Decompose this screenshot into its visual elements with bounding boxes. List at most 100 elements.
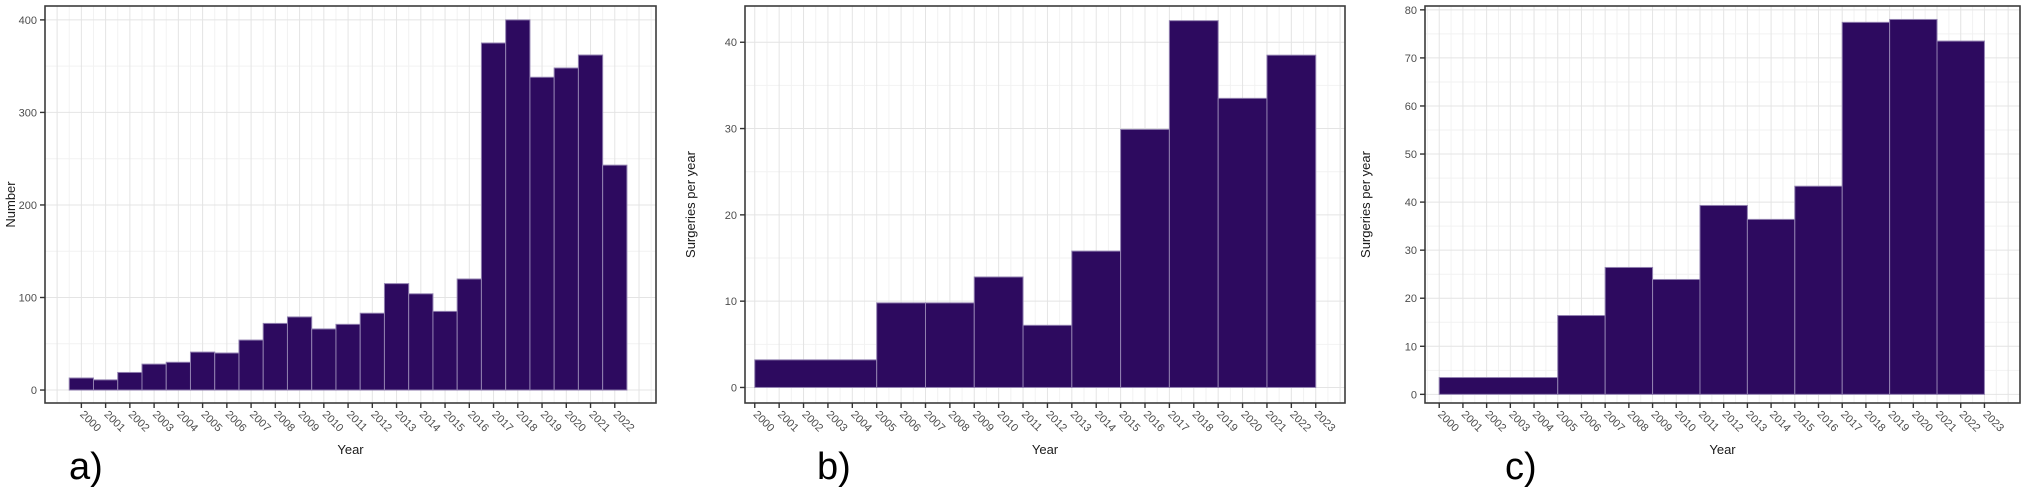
bar [973,276,1024,388]
x-tick-label: 2005 [1554,409,1580,435]
x-tick-label: 2001 [775,409,801,435]
axis-ticks [1420,9,1986,408]
x-tick-label: 2023 [1980,409,2006,435]
x-tick-label: 2022 [1287,409,1313,435]
y-tick-label: 30 [725,124,737,136]
x-tick-label: 2013 [1743,409,1769,435]
bar [262,322,288,391]
bar [1022,324,1073,388]
y-tick-label: 80 [1405,5,1417,17]
x-tick-label: 2019 [1214,409,1240,435]
bar [214,352,240,391]
x-tick-label: 2023 [1312,409,1338,435]
panel-letter-a: a) [69,446,103,488]
x-tick-label: 2008 [946,409,972,435]
bar [602,164,628,391]
x-tick-label: 2010 [995,409,1021,435]
x-tick-label: 2013 [392,409,418,435]
x-tick-label: 2004 [848,409,874,435]
x-tick-label: 2014 [1092,409,1118,435]
y-axis-title: Surgeries per year [683,150,698,258]
y-axis-title: Number [3,181,18,228]
x-tick-label: 2011 [1019,409,1044,434]
x-tick-label: 2012 [368,409,394,435]
bar [456,278,482,391]
y-tick-label: 200 [19,200,37,212]
bar [335,323,361,391]
bars [68,19,628,391]
bar [165,361,191,391]
x-tick-label: 2012 [1043,409,1069,435]
x-tick-label: 2014 [417,409,443,435]
x-tick-label: 2006 [1577,409,1603,435]
bar [1794,185,1843,395]
x-tick-label: 2017 [1165,409,1191,435]
chart-svg: 2000200120022003200420052006200720082009… [683,5,1346,457]
x-tick-label: 2009 [970,409,996,435]
chart-b-surface: 2000 2001 2002 2003 2004 2005 2006 2007 2008 2009… [680,0,1355,502]
x-tick-label: 2000 [1435,409,1461,435]
x-tick-label: 2016 [465,409,491,435]
x-tick-label: 2018 [1190,409,1216,435]
bar [1217,97,1268,388]
x-tick-label: 2010 [1672,409,1698,435]
bar [359,312,385,391]
bar [553,67,579,391]
y-axis-title: Surgeries per year [1358,150,1373,258]
bar [577,54,604,391]
bar [189,351,216,391]
y-tick-label: 0 [1411,389,1417,401]
x-tick-label: 2005 [873,409,899,435]
bar [92,379,119,391]
x-tick-label: 2018 [1862,409,1888,435]
x-tick-label: 2020 [1909,409,1935,435]
x-tick-label: 2002 [1483,409,1509,435]
bar [141,363,167,391]
bar [311,328,337,391]
y-tick-label: 10 [725,296,737,308]
y-tick-label: 70 [1405,53,1417,65]
x-tick-label: 2001 [101,409,127,435]
x-axis-title: Year [1032,442,1059,457]
bar [505,19,531,391]
y-tick-label: 100 [19,293,37,305]
x-tick-label: 2010 [320,409,346,435]
y-tick-label: 50 [1405,149,1417,161]
x-tick-label: 2007 [1601,409,1627,435]
chart-a-surface: 2000 2001 2002 2003 2004 2005 2006 2007 2008 2009… [0,0,680,502]
x-tick-label: 2021 [1933,409,1959,435]
bar [1168,20,1219,388]
bar [1889,18,1938,395]
x-tick-label: 2009 [295,409,321,435]
y-tick-label: 400 [19,15,37,27]
axis-ticks [740,41,1317,408]
x-tick-label: 2017 [1838,409,1864,435]
x-tick-label: 2002 [126,409,152,435]
x-tick-label: 2020 [1238,409,1264,435]
x-tick-label: 2005 [198,409,224,435]
bar [529,76,555,391]
bar [1120,128,1170,388]
x-tick-label: 2016 [1141,409,1167,435]
x-tick-label: 2004 [174,409,200,435]
x-tick-label: 2009 [1648,409,1674,435]
x-tick-label: 2003 [824,409,850,435]
bar [876,302,926,388]
panel-letter-c: c) [1505,446,1537,488]
x-tick-label: 2021 [586,409,612,435]
bar [238,339,264,391]
bar [1936,40,1985,395]
bars [1438,18,1985,395]
x-tick-label: 2015 [1791,409,1817,435]
bar [117,371,143,391]
x-tick-label: 2004 [1530,409,1556,435]
x-tick-label: 2018 [514,409,540,435]
y-tick-label: 40 [725,37,737,49]
panel-c: 2000 2001 2002 2003 2004 2005 2006 2007 2008 2009… [1355,0,2028,502]
x-axis-title: Year [337,442,364,457]
y-tick-label: 0 [31,385,37,397]
x-axis-title: Year [1709,442,1736,457]
x-tick-label: 2008 [1625,409,1651,435]
bar [1652,278,1701,395]
x-tick-label: 2021 [1263,409,1289,435]
